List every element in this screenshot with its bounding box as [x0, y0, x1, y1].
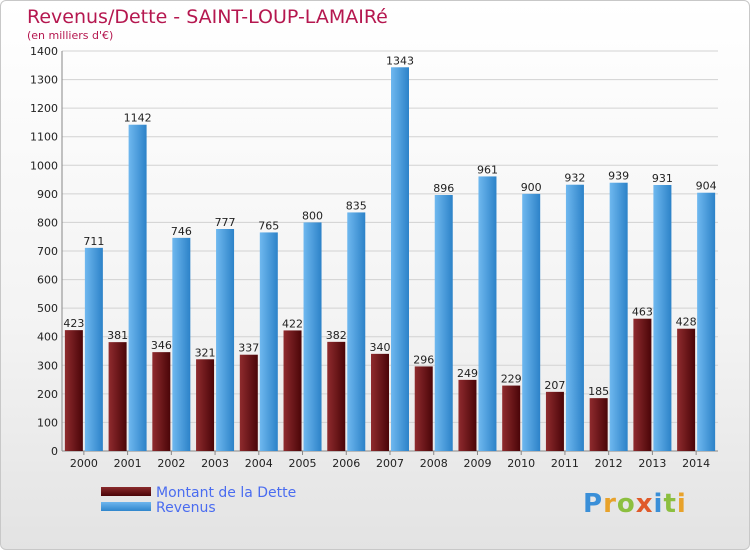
y-tick-label: 300 [37, 359, 58, 372]
data-label-dette: 381 [107, 329, 128, 342]
y-tick-label: 400 [37, 331, 58, 344]
y-tick-label: 1200 [30, 102, 58, 115]
legend-swatch-dette [101, 487, 151, 496]
x-tick-label: 2003 [201, 457, 229, 470]
x-tick-label: 2009 [463, 457, 491, 470]
bar-dette [327, 341, 346, 451]
chart-title: Revenus/Dette - SAINT-LOUP-LAMAIRé [27, 6, 388, 28]
y-tick-label: 0 [51, 445, 58, 458]
bar-dette [633, 318, 652, 451]
bar-revenus [609, 182, 628, 451]
data-label-revenus: 900 [521, 181, 542, 194]
data-label-revenus: 1343 [386, 54, 414, 67]
x-tick-label: 2011 [551, 457, 579, 470]
bar-revenus [84, 247, 103, 451]
data-label-dette: 321 [195, 346, 216, 359]
bar-dette [239, 354, 258, 451]
x-tick-label: 2001 [114, 457, 142, 470]
x-tick-label: 2007 [376, 457, 404, 470]
y-tick-label: 700 [37, 245, 58, 258]
y-tick-label: 500 [37, 302, 58, 315]
bar-dette [545, 391, 564, 451]
bar-dette [414, 366, 433, 451]
x-tick-label: 2008 [420, 457, 448, 470]
data-label-dette: 207 [544, 379, 565, 392]
y-tick-label: 600 [37, 274, 58, 287]
data-label-revenus: 931 [652, 172, 673, 185]
chart-subtitle: (en milliers d'€) [27, 29, 114, 42]
data-label-revenus: 800 [302, 209, 323, 222]
bar-revenus [128, 124, 147, 451]
data-label-dette: 428 [676, 316, 697, 329]
data-label-revenus: 746 [171, 225, 192, 238]
data-label-revenus: 961 [477, 163, 498, 176]
data-label-dette: 229 [501, 373, 522, 386]
y-tick-label: 1000 [30, 159, 58, 172]
y-tick-label: 1300 [30, 74, 58, 87]
bar-dette [371, 353, 389, 451]
data-label-dette: 185 [588, 385, 609, 398]
bar-revenus [697, 192, 716, 451]
y-tick-label: 800 [37, 216, 58, 229]
bar-revenus [434, 195, 453, 451]
data-label-dette: 337 [238, 342, 259, 355]
bar-dette [152, 352, 171, 451]
x-tick-label: 2012 [595, 457, 623, 470]
x-tick-label: 2005 [289, 457, 317, 470]
bar-dette [589, 398, 608, 451]
data-label-revenus: 939 [608, 170, 629, 183]
y-tick-label: 1400 [30, 45, 58, 58]
bar-revenus [478, 176, 497, 451]
data-label-dette: 382 [326, 329, 347, 342]
data-label-dette: 346 [151, 339, 172, 352]
x-tick-label: 2013 [638, 457, 666, 470]
y-tick-label: 900 [37, 188, 58, 201]
bar-dette [108, 342, 127, 451]
data-label-revenus: 932 [564, 172, 585, 185]
legend-swatch-revenus [101, 502, 151, 511]
legend-label-dette: Montant de la Dette [156, 485, 297, 501]
bar-revenus [391, 67, 409, 452]
bar-dette [677, 328, 696, 451]
bar-revenus [303, 222, 322, 451]
x-tick-label: 2014 [682, 457, 710, 470]
x-tick-label: 2004 [245, 457, 273, 470]
proxiti-logo: Proxiti [583, 489, 687, 519]
bar-dette [458, 379, 477, 451]
data-label-revenus: 835 [346, 199, 367, 212]
bar-dette [502, 385, 521, 451]
x-tick-label: 2006 [332, 457, 360, 470]
data-label-revenus: 896 [433, 182, 454, 195]
data-label-dette: 340 [370, 341, 391, 354]
data-label-revenus: 904 [696, 180, 717, 193]
bar-revenus [653, 185, 672, 451]
data-label-revenus: 765 [258, 219, 279, 232]
y-tick-label: 200 [37, 388, 58, 401]
data-label-revenus: 711 [83, 235, 104, 248]
y-tick-label: 1100 [30, 131, 58, 144]
data-label-dette: 422 [282, 317, 303, 330]
y-tick-label: 100 [37, 416, 58, 429]
bar-dette [64, 330, 83, 451]
x-tick-label: 2000 [70, 457, 98, 470]
bar-revenus [347, 212, 366, 451]
data-label-dette: 249 [457, 367, 478, 380]
data-label-revenus: 777 [215, 216, 236, 229]
bar-dette [196, 359, 215, 451]
bar-revenus [522, 193, 541, 451]
x-tick-label: 2010 [507, 457, 535, 470]
bar-revenus [216, 229, 235, 451]
data-label-dette: 296 [413, 353, 434, 366]
bar-revenus [172, 237, 191, 451]
data-label-revenus: 1142 [124, 112, 152, 125]
x-tick-label: 2002 [157, 457, 185, 470]
legend-label-revenus: Revenus [156, 500, 216, 516]
bar-dette [283, 330, 302, 451]
bar-revenus [565, 184, 584, 451]
bar-revenus [259, 232, 278, 451]
data-label-dette: 463 [632, 306, 653, 319]
data-label-dette: 423 [63, 317, 84, 330]
